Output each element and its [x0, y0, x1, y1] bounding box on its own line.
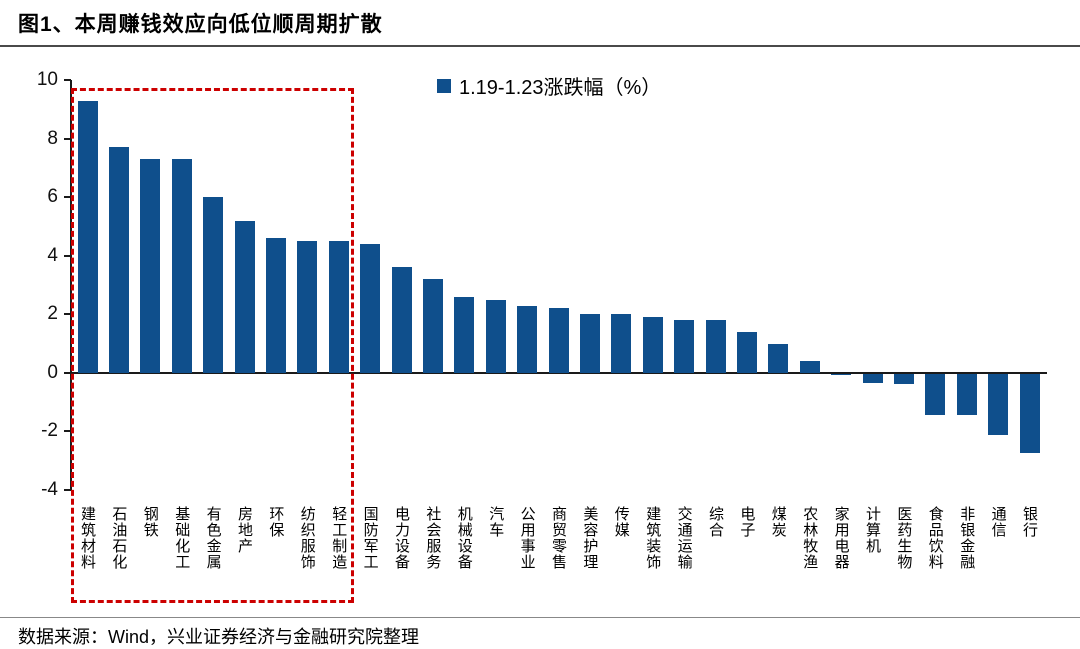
bar-建筑装饰 [642, 317, 663, 373]
bar-综合 [705, 320, 726, 373]
bar-医药生物 [893, 373, 914, 385]
bar-公用事业 [517, 305, 538, 373]
legend-label: 1.19-1.23涨跌幅（%） [459, 77, 662, 99]
x-axis-category-label: 食品饮料 [926, 506, 944, 570]
bar-食品饮料 [925, 373, 946, 415]
x-axis-category-label: 石油石化 [110, 506, 128, 570]
y-axis-tick-label: 8 [47, 127, 58, 149]
x-axis-category-label: 机械设备 [455, 506, 473, 570]
x-axis-category-label: 环保 [267, 506, 285, 538]
x-axis-category-label: 通信 [989, 506, 1007, 538]
x-axis-category-label: 美容护理 [581, 506, 599, 570]
x-axis-category-label: 国防军工 [361, 506, 379, 570]
bar-汽车 [485, 299, 506, 373]
x-axis-category-label: 社会服务 [424, 506, 442, 570]
x-axis-category-label: 电力设备 [393, 506, 410, 570]
bar-银行 [1019, 373, 1040, 453]
y-axis-tick [64, 254, 71, 257]
bar-交通运输 [674, 320, 695, 373]
bar-建筑材料 [77, 100, 98, 373]
x-axis-category-label: 公用事业 [518, 506, 536, 570]
bar-社会服务 [422, 279, 443, 373]
bar-房地产 [234, 220, 255, 373]
bar-机械设备 [454, 296, 475, 373]
x-axis-zero-line [70, 371, 1047, 374]
x-axis-category-label: 综合 [707, 506, 724, 538]
chart-legend: 1.19-1.23涨跌幅（%） [437, 71, 661, 100]
x-axis-category-label: 建筑材料 [79, 506, 96, 570]
bar-轻工制造 [328, 241, 349, 373]
y-axis-tick [64, 79, 71, 81]
bar-环保 [265, 238, 286, 373]
y-axis-tick-label: 6 [47, 186, 58, 208]
x-axis-category-label: 纺织服饰 [298, 506, 316, 570]
bar-纺织服饰 [297, 241, 318, 373]
y-axis-tick-label: 10 [36, 69, 58, 90]
x-axis-category-label: 钢铁 [141, 506, 159, 538]
y-axis-tick [64, 489, 71, 491]
x-axis-category-label: 煤炭 [769, 506, 787, 538]
bar-煤炭 [768, 343, 789, 373]
x-axis-category-label: 银行 [1021, 506, 1038, 538]
data-source-note: 数据来源：Wind，兴业证券经济与金融研究院整理 [18, 627, 420, 647]
x-axis-category-label: 家用电器 [832, 506, 850, 570]
x-axis-category-label: 建筑装饰 [644, 506, 662, 570]
bar-家用电器 [831, 373, 852, 376]
x-axis-category-label: 电子 [738, 506, 756, 538]
y-axis-tick [64, 371, 71, 374]
x-axis-category-label: 有色金属 [204, 506, 222, 570]
x-axis-category-label: 汽车 [487, 506, 505, 538]
y-axis-tick-label: 2 [47, 303, 58, 325]
bar-计算机 [862, 373, 883, 383]
x-axis-category-label: 基础化工 [173, 506, 191, 570]
x-axis-category-label: 医药生物 [895, 506, 913, 570]
y-axis-tick [64, 430, 71, 433]
highlight-box [71, 88, 355, 603]
bar-通信 [988, 373, 1009, 436]
bar-基础化工 [171, 159, 192, 373]
y-axis-tick-label: -4 [41, 479, 58, 500]
bar-非银金融 [956, 373, 977, 415]
bar-国防军工 [360, 244, 381, 373]
bar-商贸零售 [548, 308, 569, 373]
bar-农林牧渔 [799, 361, 820, 373]
bar-传媒 [611, 314, 632, 373]
x-axis-category-label: 轻工制造 [330, 506, 348, 570]
bar-电子 [736, 331, 757, 373]
y-axis-tick [64, 196, 71, 199]
bar-美容护理 [579, 314, 600, 373]
y-axis-tick-label: 0 [47, 361, 58, 383]
x-axis-category-label: 房地产 [236, 506, 253, 554]
x-axis-category-label: 交通运输 [675, 506, 693, 570]
y-axis-tick-label: 4 [47, 244, 58, 266]
figure-title: 图1、本周赚钱效应向低位顺周期扩散 [18, 13, 383, 36]
legend-square-icon [437, 78, 451, 93]
bar-有色金属 [203, 197, 224, 373]
x-axis-category-label: 计算机 [864, 506, 881, 554]
x-axis-category-label: 非银金融 [958, 506, 976, 570]
title-divider [0, 45, 1080, 47]
y-axis-tick-label: -2 [41, 420, 58, 442]
bar-石油石化 [108, 147, 129, 373]
bar-钢铁 [140, 159, 161, 373]
y-axis-tick [64, 313, 71, 316]
bar-电力设备 [391, 267, 412, 373]
x-axis-category-label: 传媒 [612, 506, 630, 538]
footer-divider [0, 617, 1080, 618]
y-axis-tick [64, 137, 71, 140]
x-axis-category-label: 商贸零售 [550, 506, 567, 570]
x-axis-category-label: 农林牧渔 [801, 506, 819, 570]
